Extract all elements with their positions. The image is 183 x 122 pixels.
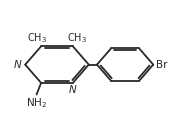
Text: N: N (14, 60, 22, 70)
Text: NH$_2$: NH$_2$ (26, 96, 47, 110)
Text: CH$_3$: CH$_3$ (27, 31, 47, 45)
Text: CH$_3$: CH$_3$ (66, 31, 87, 45)
Text: Br: Br (156, 60, 167, 70)
Text: N: N (69, 85, 77, 95)
